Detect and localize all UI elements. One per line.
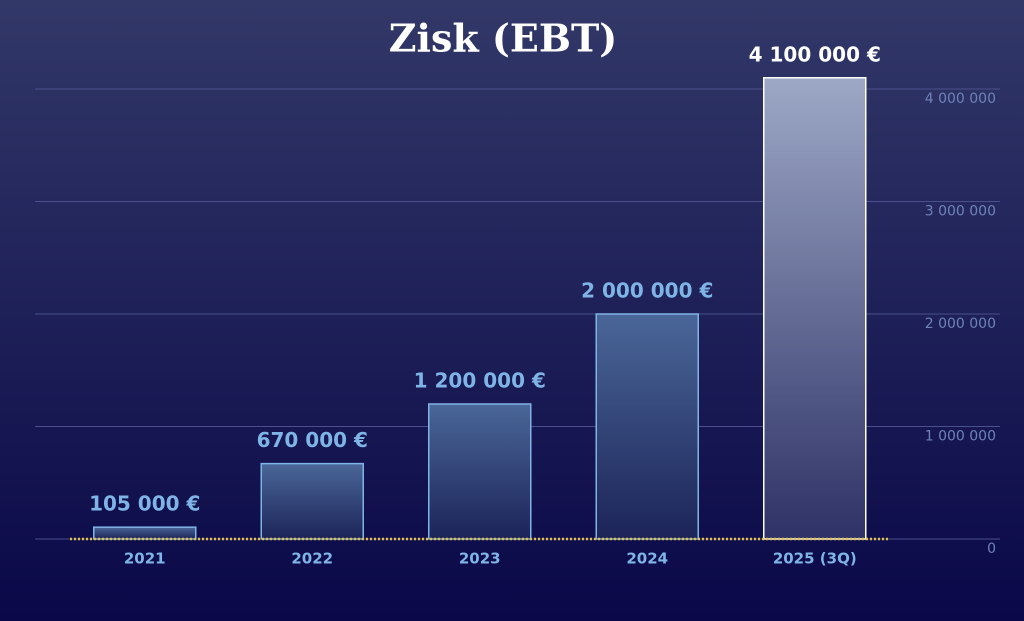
x-tick-label: 2021 bbox=[124, 550, 166, 568]
y-tick-label: 1 000 000 bbox=[925, 429, 996, 445]
bar bbox=[428, 403, 532, 540]
y-tick-label: 2 000 000 bbox=[925, 316, 996, 332]
bar bbox=[93, 526, 197, 540]
value-label: 2 000 000 € bbox=[581, 279, 713, 303]
bar bbox=[595, 313, 699, 540]
bar bbox=[260, 462, 364, 540]
x-tick-label: 2023 bbox=[459, 550, 501, 568]
value-label: 105 000 € bbox=[89, 492, 200, 516]
y-tick-label: 4 000 000 bbox=[925, 91, 996, 107]
value-label: 670 000 € bbox=[257, 428, 368, 452]
chart-title: Zisk (EBT) bbox=[389, 16, 617, 61]
y-tick-label: 3 000 000 bbox=[925, 204, 996, 220]
y-tick-label: 0 bbox=[987, 541, 996, 557]
value-label: 1 200 000 € bbox=[414, 369, 546, 393]
x-tick-label: 2024 bbox=[626, 550, 668, 568]
x-tick-label: 2025 (3Q) bbox=[773, 550, 857, 568]
bar bbox=[763, 77, 867, 540]
x-tick-label: 2022 bbox=[291, 550, 333, 568]
value-label: 4 100 000 € bbox=[749, 42, 881, 66]
